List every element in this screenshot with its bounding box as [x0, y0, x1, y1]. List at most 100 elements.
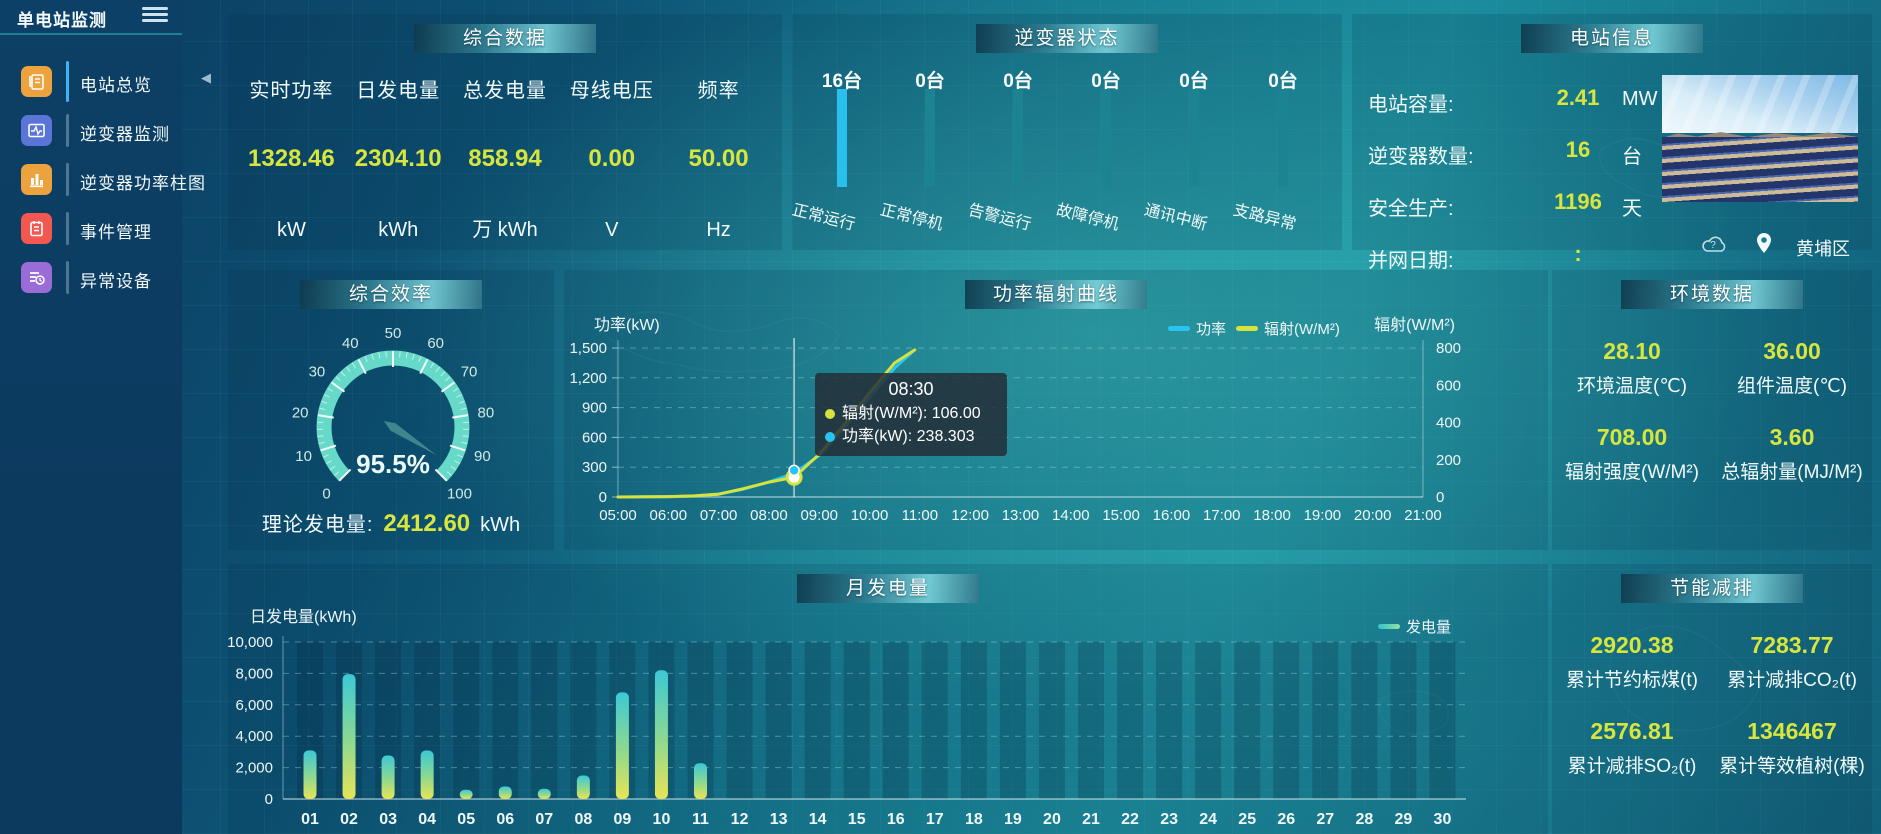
panel-title-environment: 环境数据 — [1621, 280, 1803, 309]
svg-text:18: 18 — [965, 811, 983, 828]
legend-swatch — [1378, 624, 1400, 629]
location-pin-icon[interactable] — [1756, 232, 1772, 259]
panel-title-efficiency: 综合效率 — [300, 280, 482, 309]
panel-energy-saving: 节能减排 2920.38 累计节约标煤(t) 7283.77 累计减排CO₂(t) 25… — [1552, 564, 1872, 834]
metric-value: 28.10 — [1603, 338, 1661, 364]
inverter-status-bar — [837, 89, 847, 187]
legend-label: 功率 — [1196, 321, 1227, 338]
legend-item[interactable]: 发电量 — [1378, 616, 1451, 637]
energy-saving-metrics: 2920.38 累计节约标煤(t) 7283.77 累计减排CO₂(t) 2576.81… — [1552, 624, 1872, 790]
metric-cell: 2920.38 累计节约标煤(t) — [1552, 624, 1712, 704]
hamburger-menu-icon[interactable] — [142, 4, 168, 26]
svg-text:10,000: 10,000 — [228, 634, 273, 651]
svg-text:08: 08 — [574, 811, 592, 828]
metric-label: 累计减排SO₂(t) — [1567, 756, 1697, 777]
station-location-row: ? 黄埔区 — [1352, 232, 1858, 260]
inverter-count: 0台 — [1091, 71, 1121, 92]
svg-text:15:00: 15:00 — [1102, 507, 1140, 524]
svg-text:95.5%: 95.5% — [356, 449, 430, 479]
svg-text:20: 20 — [1043, 811, 1061, 828]
station-location[interactable]: 黄埔区 — [1796, 239, 1850, 259]
svg-text:16:00: 16:00 — [1153, 507, 1191, 524]
station-row-unit: 台 — [1622, 146, 1642, 168]
panel-station-info: 电站信息 电站容量: 2.41 MW 逆变器数量: 16 台安全生产: 1196 天并网日期:… — [1352, 14, 1872, 272]
svg-text:09:00: 09:00 — [800, 507, 838, 524]
svg-text:13: 13 — [770, 811, 788, 828]
svg-text:14: 14 — [809, 811, 827, 828]
svg-text:04: 04 — [418, 811, 436, 828]
svg-text:0: 0 — [1436, 489, 1444, 506]
svg-text:600: 600 — [1436, 377, 1461, 394]
svg-text:1,500: 1,500 — [569, 340, 607, 357]
panel-environment: 环境数据 28.10 环境温度(℃) 36.00 组件温度(℃) 708.00 辐射强度(… — [1552, 270, 1872, 550]
metric-cell: 2576.81 累计减排SO₂(t) — [1552, 710, 1712, 790]
svg-text:100: 100 — [447, 485, 472, 502]
metric-value: 2304.10 — [354, 145, 442, 172]
collapse-arrow-icon[interactable]: ◀ — [201, 70, 211, 85]
power-radiation-line-chart[interactable]: 0 300 600 900 1,200 1,500 0 200 400 600 800 05:00 06… — [564, 270, 1548, 550]
active-indicator — [66, 61, 69, 102]
svg-text:17: 17 — [926, 811, 944, 828]
theoretical-generation-value: 2412.60 — [383, 510, 471, 537]
svg-text:辐射(W/M²): 辐射(W/M²) — [1374, 316, 1455, 334]
inverter-count: 0台 — [915, 71, 945, 92]
metric-label: 辐射强度(W/M²) — [1564, 462, 1700, 483]
station-row-unit: 天 — [1622, 198, 1642, 220]
sidebar-item-label: 逆变器监测 — [80, 125, 170, 144]
sidebar-item-5[interactable]: 异常设备 — [0, 253, 182, 302]
legend-swatch — [1168, 326, 1190, 331]
svg-text:21: 21 — [1082, 811, 1100, 828]
svg-text:02: 02 — [340, 811, 358, 828]
svg-text:28: 28 — [1355, 811, 1373, 828]
svg-text:10:00: 10:00 — [851, 507, 889, 524]
legend-item[interactable]: 辐射(W/M²) — [1236, 318, 1340, 339]
svg-text:10: 10 — [653, 811, 671, 828]
panel-title-power-radiation: 功率辐射曲线 — [965, 280, 1147, 309]
svg-text:功率(kW): 功率(kW) — [594, 316, 660, 334]
line-chart-legend[interactable]: 功率 辐射(W/M²) — [1168, 318, 1340, 339]
svg-text:21:00: 21:00 — [1404, 507, 1442, 524]
active-indicator — [66, 114, 69, 147]
sidebar-item-3[interactable]: 逆变器功率柱图 — [0, 155, 205, 204]
svg-text:600: 600 — [582, 429, 607, 446]
bar-chart-legend[interactable]: 发电量 — [1378, 616, 1451, 637]
svg-text:800: 800 — [1436, 340, 1461, 357]
metric-value: 858.94 — [468, 145, 542, 172]
tooltip-text: 辐射(W/M²): 106.00 — [842, 405, 981, 422]
efficiency-gauge[interactable]: 0 10 20 30 40 50 60 70 80 90 100 95.5% — [228, 306, 554, 542]
metric-unit: V — [605, 219, 619, 241]
svg-text:06:00: 06:00 — [650, 507, 688, 524]
station-info-row: 逆变器数量: 16 台 — [1368, 128, 1658, 180]
metric-label: 累计节约标煤(t) — [1566, 670, 1698, 691]
svg-text:05: 05 — [457, 811, 475, 828]
metric-value: 3.60 — [1769, 424, 1815, 450]
station-info-row: 安全生产: 1196 天 — [1368, 180, 1658, 232]
panel-title-summary: 综合数据 — [414, 24, 596, 53]
svg-text:20: 20 — [292, 404, 309, 421]
svg-text:?: ? — [1710, 240, 1716, 251]
weather-cloud-icon[interactable]: ? — [1700, 234, 1730, 261]
svg-text:11:00: 11:00 — [902, 507, 938, 524]
sidebar-item-1[interactable]: 电站总览 — [0, 57, 182, 106]
metric-label: 组件温度(℃) — [1737, 376, 1847, 397]
svg-text:900: 900 — [582, 400, 607, 417]
sidebar-item-2[interactable]: 逆变器监测 — [0, 106, 182, 155]
sidebar: 单电站监测 电站总览 逆变器监测 逆变器功率柱图 事件管理 异常设备 — [0, 0, 205, 834]
svg-text:30: 30 — [1434, 811, 1452, 828]
sidebar-item-4[interactable]: 事件管理 — [0, 204, 182, 253]
svg-text:22: 22 — [1121, 811, 1139, 828]
series-dot — [825, 408, 835, 419]
svg-text:6,000: 6,000 — [235, 697, 273, 714]
svg-text:8,000: 8,000 — [235, 665, 273, 682]
active-indicator — [66, 212, 69, 245]
document-icon — [21, 66, 52, 97]
theoretical-generation-label: 理论发电量: — [261, 514, 374, 536]
metric-label: 母线电压 — [569, 80, 654, 102]
svg-text:27: 27 — [1316, 811, 1334, 828]
monthly-generation-bar-chart[interactable]: 0 2,000 4,000 6,000 8,000 10,000 日发电量(kWh) 01 02… — [228, 564, 1548, 834]
metric-label: 累计等效植树(棵) — [1719, 756, 1865, 777]
legend-item[interactable]: 功率 — [1168, 318, 1226, 339]
inverter-status-bar — [925, 89, 935, 187]
sidebar-item-label: 逆变器功率柱图 — [80, 174, 206, 193]
